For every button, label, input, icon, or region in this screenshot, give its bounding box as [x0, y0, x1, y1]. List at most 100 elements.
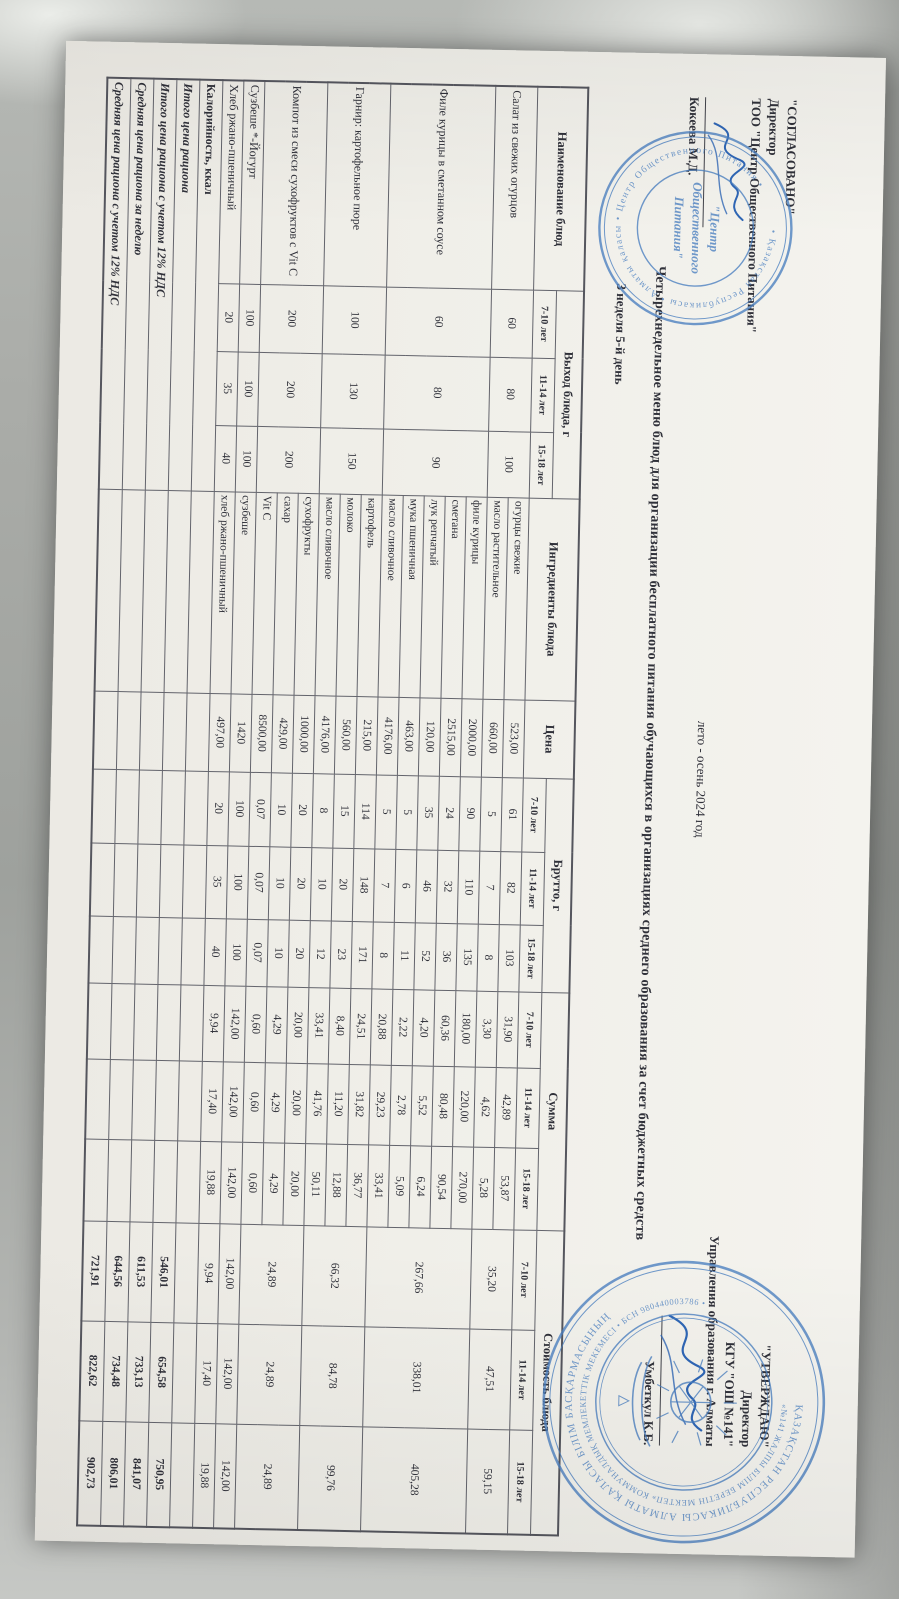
dish-name-cell: Компот из смеси сухофруктов с Vit C	[260, 80, 328, 286]
header-price: Цена	[523, 699, 576, 779]
output-cell: 60	[490, 288, 534, 358]
summa-cell: 24,51	[349, 988, 372, 1065]
brutto-cell: 8	[371, 921, 395, 989]
output-cell: 60	[385, 286, 492, 357]
empty-cell	[136, 843, 161, 917]
price-cell: 4176,00	[313, 695, 337, 774]
brutto-cell: 0,07	[247, 845, 270, 920]
header-age-summa-3: 15-18 лет	[513, 1147, 539, 1230]
dish-name-cell: Салат из свежих огурцов	[491, 85, 538, 290]
cost-cell: 24,89	[236, 1323, 302, 1426]
header-age-brutto-2: 11-14 лет	[520, 851, 545, 926]
brutto-cell: 148	[352, 848, 375, 922]
summa-cell: 4,29	[265, 986, 288, 1063]
ingredient-cell: огурцы свежие	[503, 497, 530, 700]
cop-stamp-center-line3: Питания"	[671, 195, 687, 259]
header-age-brutto-1: 7-10 лет	[521, 777, 547, 853]
empty-cell	[91, 768, 117, 844]
brutto-cell: 5	[395, 774, 419, 850]
output-cell: 200	[257, 351, 323, 428]
dish-name-cell: Гарнир: картофельное пюре	[323, 82, 391, 287]
output-cell: 200	[256, 425, 321, 494]
summa-cell: 9,94	[202, 984, 225, 1062]
ingredient-cell: масло сливочное	[315, 493, 341, 696]
summa-cell: 0,60	[244, 985, 267, 1063]
output-cell: 100	[322, 285, 387, 355]
summa-cell: 4,62	[473, 1066, 497, 1148]
empty-cell	[183, 770, 209, 845]
summa-cell: 60,36	[433, 989, 456, 1067]
empty-cell	[141, 489, 169, 693]
cost-cell: 267,66	[364, 1226, 472, 1329]
cost-cell: 35,20	[469, 1228, 514, 1330]
dish-name-cell: Сузбеше *-Йогурт	[239, 80, 265, 284]
summary-value-cell: 644,56	[104, 1220, 130, 1322]
summary-value-cell: 733,13	[125, 1321, 151, 1422]
price-cell: 4176,00	[376, 696, 400, 775]
cost-cell: 24,89	[234, 1423, 300, 1531]
summa-cell: 220,00	[452, 1066, 476, 1147]
empty-cell	[180, 917, 206, 985]
empty-cell	[133, 983, 158, 1060]
brutto-cell: 171	[350, 921, 374, 989]
brutto-cell: 35	[205, 844, 228, 919]
cost-cell: 17,40	[194, 1322, 218, 1424]
empty-cell	[106, 1138, 132, 1222]
brutto-cell: 40	[203, 917, 227, 986]
output-cell: 80	[488, 356, 533, 432]
empty-cell	[129, 1139, 155, 1222]
empty-cell	[154, 1059, 180, 1141]
summa-cell: 20,00	[286, 986, 309, 1064]
summary-value-cell: 734,48	[102, 1320, 128, 1422]
header-age-out-3: 15-18 лет	[529, 431, 554, 499]
header-summa: Сумма	[536, 992, 570, 1231]
output-cell: 100	[238, 283, 261, 352]
brutto-cell: 20	[290, 772, 314, 848]
summa-cell: 0,60	[240, 1141, 264, 1225]
cost-cell: 142,00	[213, 1423, 237, 1529]
header-age-out-2: 11-14 лет	[530, 357, 556, 433]
summa-cell: 50,11	[303, 1143, 327, 1226]
output-cell: 20	[217, 283, 240, 352]
empty-cell	[179, 984, 204, 1061]
cost-cell: 47,51	[467, 1328, 512, 1430]
ingredient-cell: сузбеше	[231, 491, 257, 694]
header-age-summa-1: 7-10 лет	[517, 991, 542, 1068]
brutto-cell: 5	[479, 776, 503, 852]
empty-cell	[113, 843, 138, 917]
brutto-cell: 61	[500, 777, 524, 852]
brutto-cell: 100	[226, 845, 249, 919]
empty-cell	[88, 915, 114, 984]
summa-cell: 41,76	[305, 1063, 329, 1144]
ingredient-cell: масло сливочное	[378, 494, 404, 697]
empty-cell	[89, 842, 115, 917]
summa-cell: 2,78	[389, 1064, 413, 1146]
empty-cell	[92, 690, 119, 770]
ingredient-cell: молоко	[336, 493, 362, 697]
brutto-cell: 8	[311, 773, 335, 848]
summa-cell: 17,40	[200, 1060, 224, 1142]
brutto-cell: 11	[392, 921, 416, 990]
empty-cell	[94, 488, 123, 692]
brutto-cell: 32	[436, 849, 459, 924]
school-stamp-emblem-icon	[618, 1355, 737, 1447]
summa-cell: 4,20	[412, 989, 435, 1066]
dish-name-cell: Филе курицы в сметанном соусе	[386, 83, 496, 289]
empty-cell	[85, 1058, 111, 1139]
output-cell: 200	[259, 283, 324, 354]
summa-cell: 36,77	[345, 1143, 369, 1227]
price-cell: 2000,00	[460, 698, 483, 777]
summa-cell: 4,29	[263, 1062, 287, 1143]
cost-cell: 84,78	[299, 1325, 365, 1427]
brutto-cell: 90	[458, 776, 482, 851]
cost-cell: 338,01	[362, 1326, 470, 1429]
summa-cell: 142,00	[219, 1141, 243, 1224]
ingredient-cell: филе курицы	[461, 496, 488, 699]
summa-cell: 5,28	[471, 1146, 495, 1230]
summary-value-cell: 841,07	[123, 1421, 149, 1527]
header-ingredients: Ингредиенты блюда	[524, 497, 580, 701]
brutto-cell: 23	[329, 920, 353, 989]
cop-stamp-center-line1: "Центр	[707, 205, 723, 253]
price-cell: 560,00	[334, 695, 358, 775]
summa-cell: 5,52	[410, 1065, 434, 1146]
